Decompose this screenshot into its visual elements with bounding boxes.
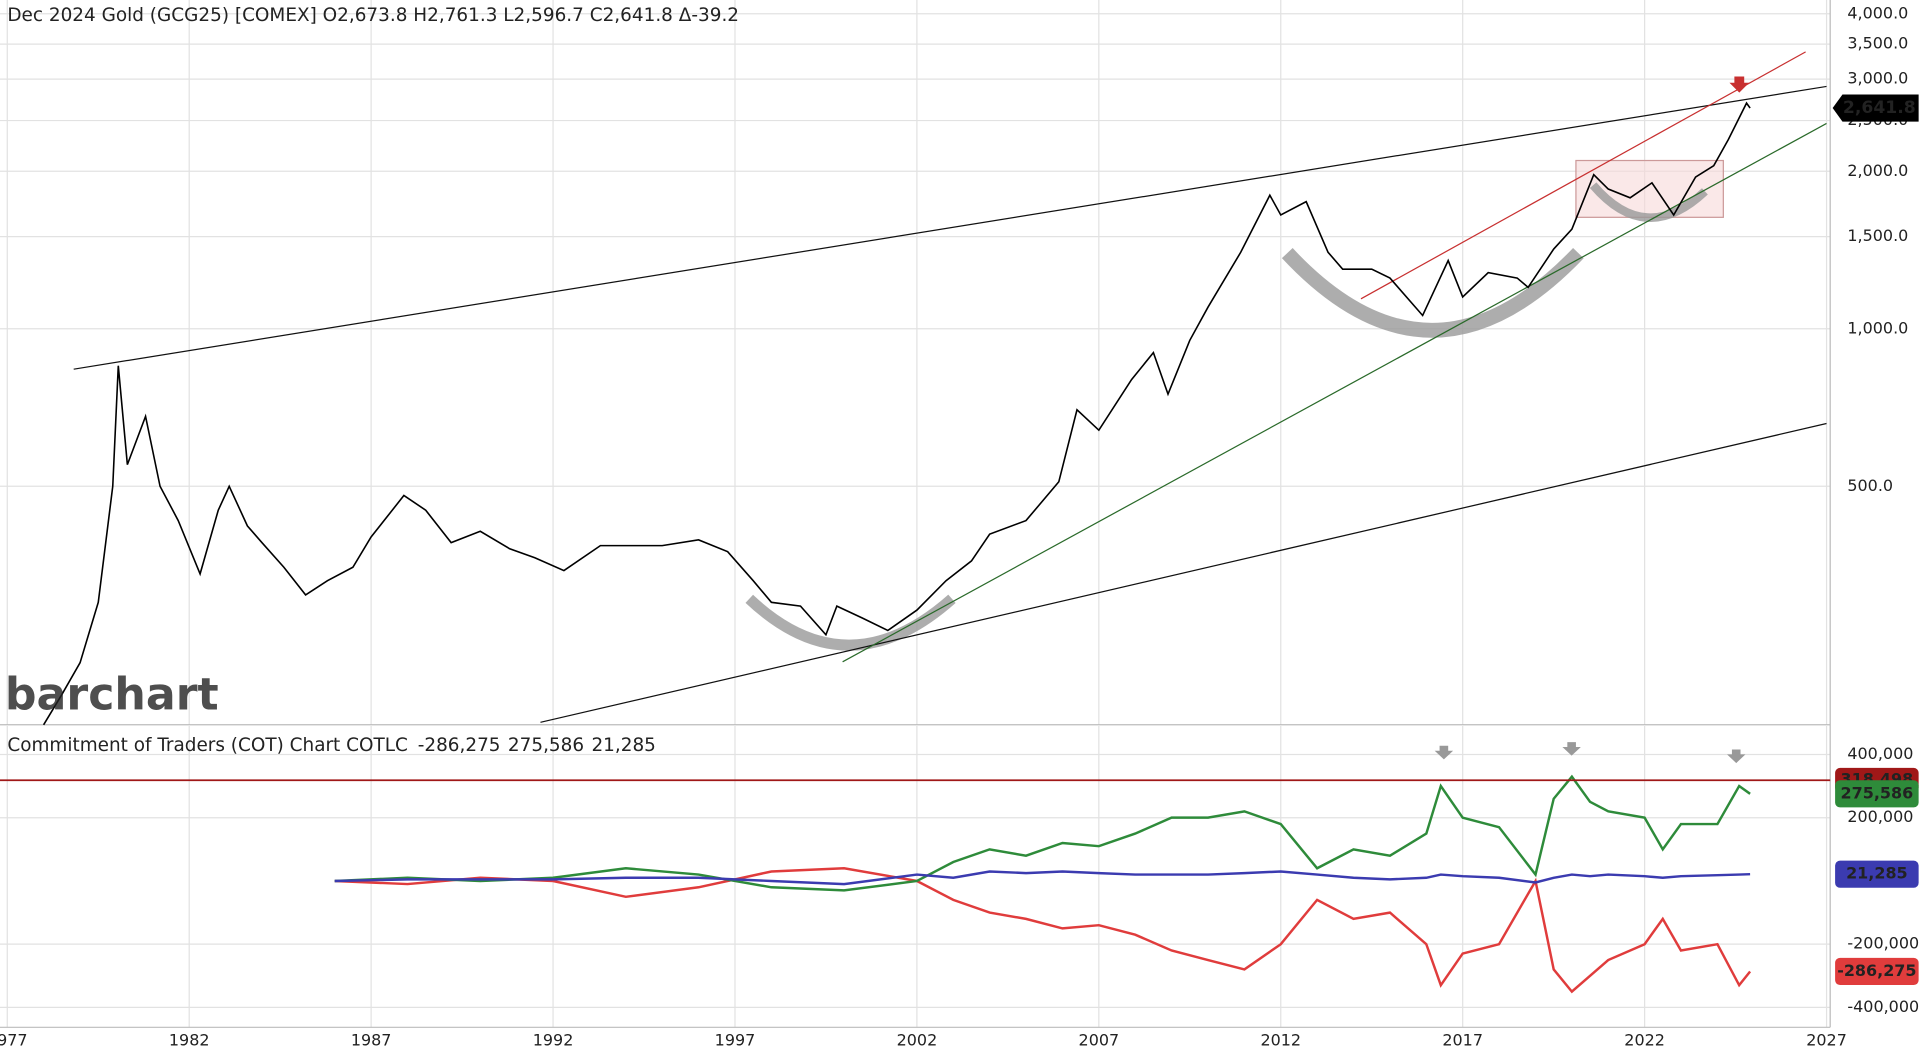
y-tick-label: 3,500.0 [1847, 34, 1908, 53]
y-tick-label: 200,000 [1847, 807, 1913, 826]
value-badge-label: 275,586 [1841, 783, 1914, 802]
y-tick-label: 500.0 [1847, 476, 1893, 495]
chart-title: Dec 2024 Gold (GCG25) [COMEX] O2,673.8 H… [7, 5, 739, 26]
cup-arc [745, 594, 956, 651]
x-tick-label: 1987 [351, 1030, 392, 1049]
chart-title: Commitment of Traders (COT) Chart COTLC [7, 735, 408, 756]
x-tick-label: 2017 [1442, 1030, 1483, 1049]
series-line [42, 101, 1751, 726]
trend-line [540, 422, 1827, 723]
y-tick-label: 1,500.0 [1847, 226, 1908, 245]
value-badge [1835, 957, 1919, 986]
y-tick-label: 2,000.0 [1847, 161, 1908, 180]
x-tick-label: 1992 [533, 1030, 574, 1049]
value-badge [1835, 860, 1919, 888]
legend-value: 21,285 [591, 735, 655, 756]
legend-value: 275,586 [508, 735, 584, 756]
y-tick-label: 4,000.0 [1847, 3, 1908, 22]
y-tick-label: -400,000 [1847, 997, 1919, 1016]
x-tick-label: 2027 [1806, 1030, 1847, 1049]
watermark: barchart [5, 670, 219, 721]
value-badge [1835, 780, 1919, 808]
y-tick-label: 3,000.0 [1847, 69, 1908, 88]
y-tick-label: -200,000 [1847, 934, 1919, 953]
series-line [334, 867, 1752, 994]
series-line [334, 870, 1751, 886]
x-tick-label: 2012 [1260, 1030, 1301, 1049]
y-tick-label: 1,000.0 [1847, 318, 1908, 337]
x-tick-label: 2022 [1624, 1030, 1665, 1049]
arrow-marker [1434, 745, 1454, 760]
annotations [0, 0, 1831, 1028]
x-tick-label: 1982 [169, 1030, 210, 1049]
trend-line [73, 85, 1827, 370]
arrow-marker [1727, 749, 1746, 764]
value-badge-label: -286,275 [1837, 961, 1916, 980]
value-badge-label: 2,641.8 [1843, 98, 1916, 118]
value-badge [1832, 94, 1919, 122]
x-tick-label: 2002 [897, 1030, 938, 1049]
y-tick-label: 400,000 [1847, 744, 1913, 763]
series-line [334, 774, 1751, 892]
x-tick-label: 1977 [0, 1030, 28, 1049]
cup-arc [1589, 182, 1708, 223]
cup-arc [1281, 247, 1584, 338]
x-tick-label: 1997 [715, 1030, 756, 1049]
legend-value: -286,275 [418, 735, 501, 756]
value-badge-label: 21,285 [1846, 864, 1908, 883]
plot-layer [42, 101, 1752, 994]
trend-line [842, 122, 1827, 663]
arrow-marker [1562, 742, 1581, 756]
trend-line [1360, 51, 1806, 300]
x-tick-label: 2007 [1079, 1030, 1120, 1049]
